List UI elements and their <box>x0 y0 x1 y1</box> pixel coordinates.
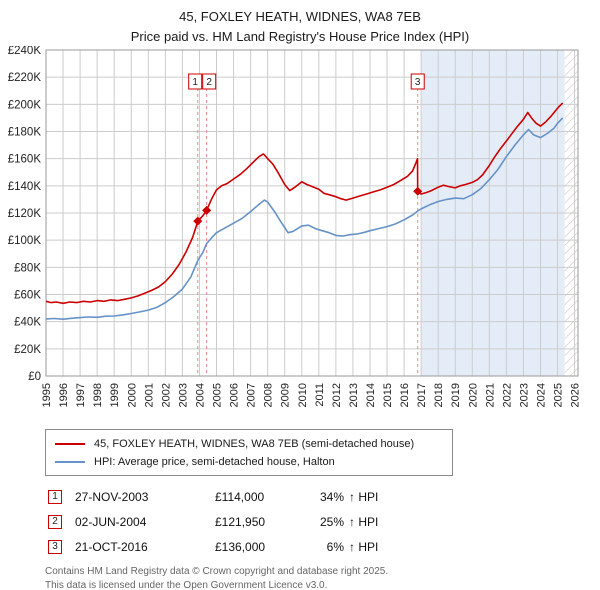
sale-marker <box>193 216 203 226</box>
svg-text:£240K: £240K <box>8 46 42 57</box>
transaction-hpi-percent: 34% <box>319 489 344 504</box>
page-title: 45, FOXLEY HEATH, WIDNES, WA8 7EB <box>179 9 421 24</box>
transaction-row: 1 27-NOV-2003 £114,000 34% ↑ HPI <box>48 484 600 509</box>
svg-text:2021: 2021 <box>484 383 496 407</box>
svg-text:2008: 2008 <box>263 383 275 407</box>
transaction-row: 2 02-JUN-2004 £121,950 25% ↑ HPI <box>48 509 600 534</box>
transaction-number-badge: 2 <box>48 514 62 529</box>
svg-text:£60K: £60K <box>14 290 41 302</box>
transaction-date: 02-JUN-2004 <box>75 514 147 529</box>
svg-text:1998: 1998 <box>92 383 104 407</box>
svg-text:2019: 2019 <box>450 383 462 407</box>
legend-item-hpi-label: HPI: Average price, semi-detached house,… <box>94 456 335 468</box>
svg-text:1995: 1995 <box>41 383 53 407</box>
svg-text:2011: 2011 <box>314 383 326 407</box>
svg-text:2012: 2012 <box>331 383 343 407</box>
svg-text:2000: 2000 <box>126 383 138 407</box>
svg-text:2006: 2006 <box>229 383 241 407</box>
transaction-date: 21-OCT-2016 <box>75 539 148 554</box>
svg-text:£220K: £220K <box>8 72 42 84</box>
footer: Contains HM Land Registry data © Crown c… <box>45 565 600 590</box>
svg-text:1: 1 <box>192 77 198 88</box>
svg-text:2018: 2018 <box>433 383 445 407</box>
transaction-table: 1 27-NOV-2003 £114,000 34% ↑ HPI 2 02-JU… <box>48 484 600 559</box>
hpi-line-swatch <box>55 461 85 463</box>
svg-text:2016: 2016 <box>399 383 411 407</box>
transaction-number-badge: 3 <box>48 539 62 554</box>
sale-label-box <box>410 73 425 90</box>
svg-text:2017: 2017 <box>416 383 428 407</box>
svg-text:2004: 2004 <box>194 383 206 407</box>
footer-line-1: Contains HM Land Registry data © Crown c… <box>45 566 389 577</box>
legend-item-hpi: HPI: Average price, semi-detached house,… <box>55 453 443 471</box>
svg-text:2013: 2013 <box>348 383 360 407</box>
price-chart: £0 £20K £40K £60K £80K £100K £120K £140K £160K £1… <box>8 45 582 407</box>
transaction-hpi-percent: 25% <box>319 514 344 529</box>
transaction-price: £136,000 <box>215 539 266 554</box>
svg-text:2001: 2001 <box>143 383 155 407</box>
sale-label-box <box>202 73 217 90</box>
svg-text:£40K: £40K <box>14 317 41 329</box>
legend: 45, FOXLEY HEATH, WIDNES, WA8 7EB (semi-… <box>45 429 453 476</box>
svg-text:1999: 1999 <box>109 383 121 407</box>
svg-text:£140K: £140K <box>8 181 42 193</box>
sale-label-box <box>188 73 203 90</box>
svg-text:2024: 2024 <box>535 383 547 407</box>
svg-text:1996: 1996 <box>58 383 70 407</box>
legend-item-property: 45, FOXLEY HEATH, WIDNES, WA8 7EB (semi-… <box>55 435 443 453</box>
svg-text:2005: 2005 <box>212 383 224 407</box>
property-line-swatch <box>55 443 85 445</box>
svg-text:£20K: £20K <box>14 344 41 356</box>
transaction-hpi-direction: ↑ HPI <box>349 539 379 554</box>
transaction-row: 3 21-OCT-2016 £136,000 6% ↑ HPI <box>48 534 600 559</box>
svg-text:3: 3 <box>415 77 421 88</box>
transaction-price: £121,950 <box>215 514 266 529</box>
svg-text:2: 2 <box>206 77 212 88</box>
svg-text:2025: 2025 <box>553 383 565 407</box>
svg-text:2015: 2015 <box>382 383 394 407</box>
transaction-number-badge: 1 <box>48 489 62 504</box>
svg-text:2002: 2002 <box>160 383 172 407</box>
property-price-line <box>45 102 564 305</box>
svg-text:£80K: £80K <box>14 262 41 274</box>
svg-text:2007: 2007 <box>246 383 258 407</box>
svg-text:1997: 1997 <box>75 383 87 407</box>
transaction-price: £114,000 <box>215 489 265 504</box>
svg-text:2003: 2003 <box>177 383 189 407</box>
svg-text:£160K: £160K <box>8 154 42 166</box>
svg-text:2014: 2014 <box>365 383 377 407</box>
page-subtitle: Price paid vs. HM Land Registry's House … <box>130 28 470 44</box>
svg-text:£180K: £180K <box>8 127 42 139</box>
svg-text:2022: 2022 <box>501 383 513 407</box>
svg-text:2009: 2009 <box>280 383 292 407</box>
svg-text:£0: £0 <box>28 371 41 383</box>
transaction-hpi-direction: ↑ HPI <box>349 514 379 529</box>
chart-plot-area: £0 £20K £40K £60K £80K £100K £120K £140K £160K £1… <box>8 45 582 407</box>
svg-text:£120K: £120K <box>8 208 42 220</box>
hpi-line <box>45 117 564 321</box>
svg-text:2020: 2020 <box>467 383 479 407</box>
transaction-hpi-direction: ↑ HPI <box>349 489 379 504</box>
svg-text:2026: 2026 <box>570 383 582 407</box>
transaction-hpi-percent: 6% <box>326 539 344 554</box>
svg-text:£200K: £200K <box>8 99 42 111</box>
footer-line-2: This data is licensed under the Open Gov… <box>45 579 328 590</box>
svg-text:2010: 2010 <box>297 383 309 407</box>
chart-header: 45, FOXLEY HEATH, WIDNES, WA8 7EB Price … <box>0 0 600 46</box>
transaction-date: 27-NOV-2003 <box>75 489 149 504</box>
svg-text:£100K: £100K <box>8 235 42 247</box>
legend-item-property-label: 45, FOXLEY HEATH, WIDNES, WA8 7EB (semi-… <box>94 438 415 450</box>
svg-text:2023: 2023 <box>518 383 530 407</box>
